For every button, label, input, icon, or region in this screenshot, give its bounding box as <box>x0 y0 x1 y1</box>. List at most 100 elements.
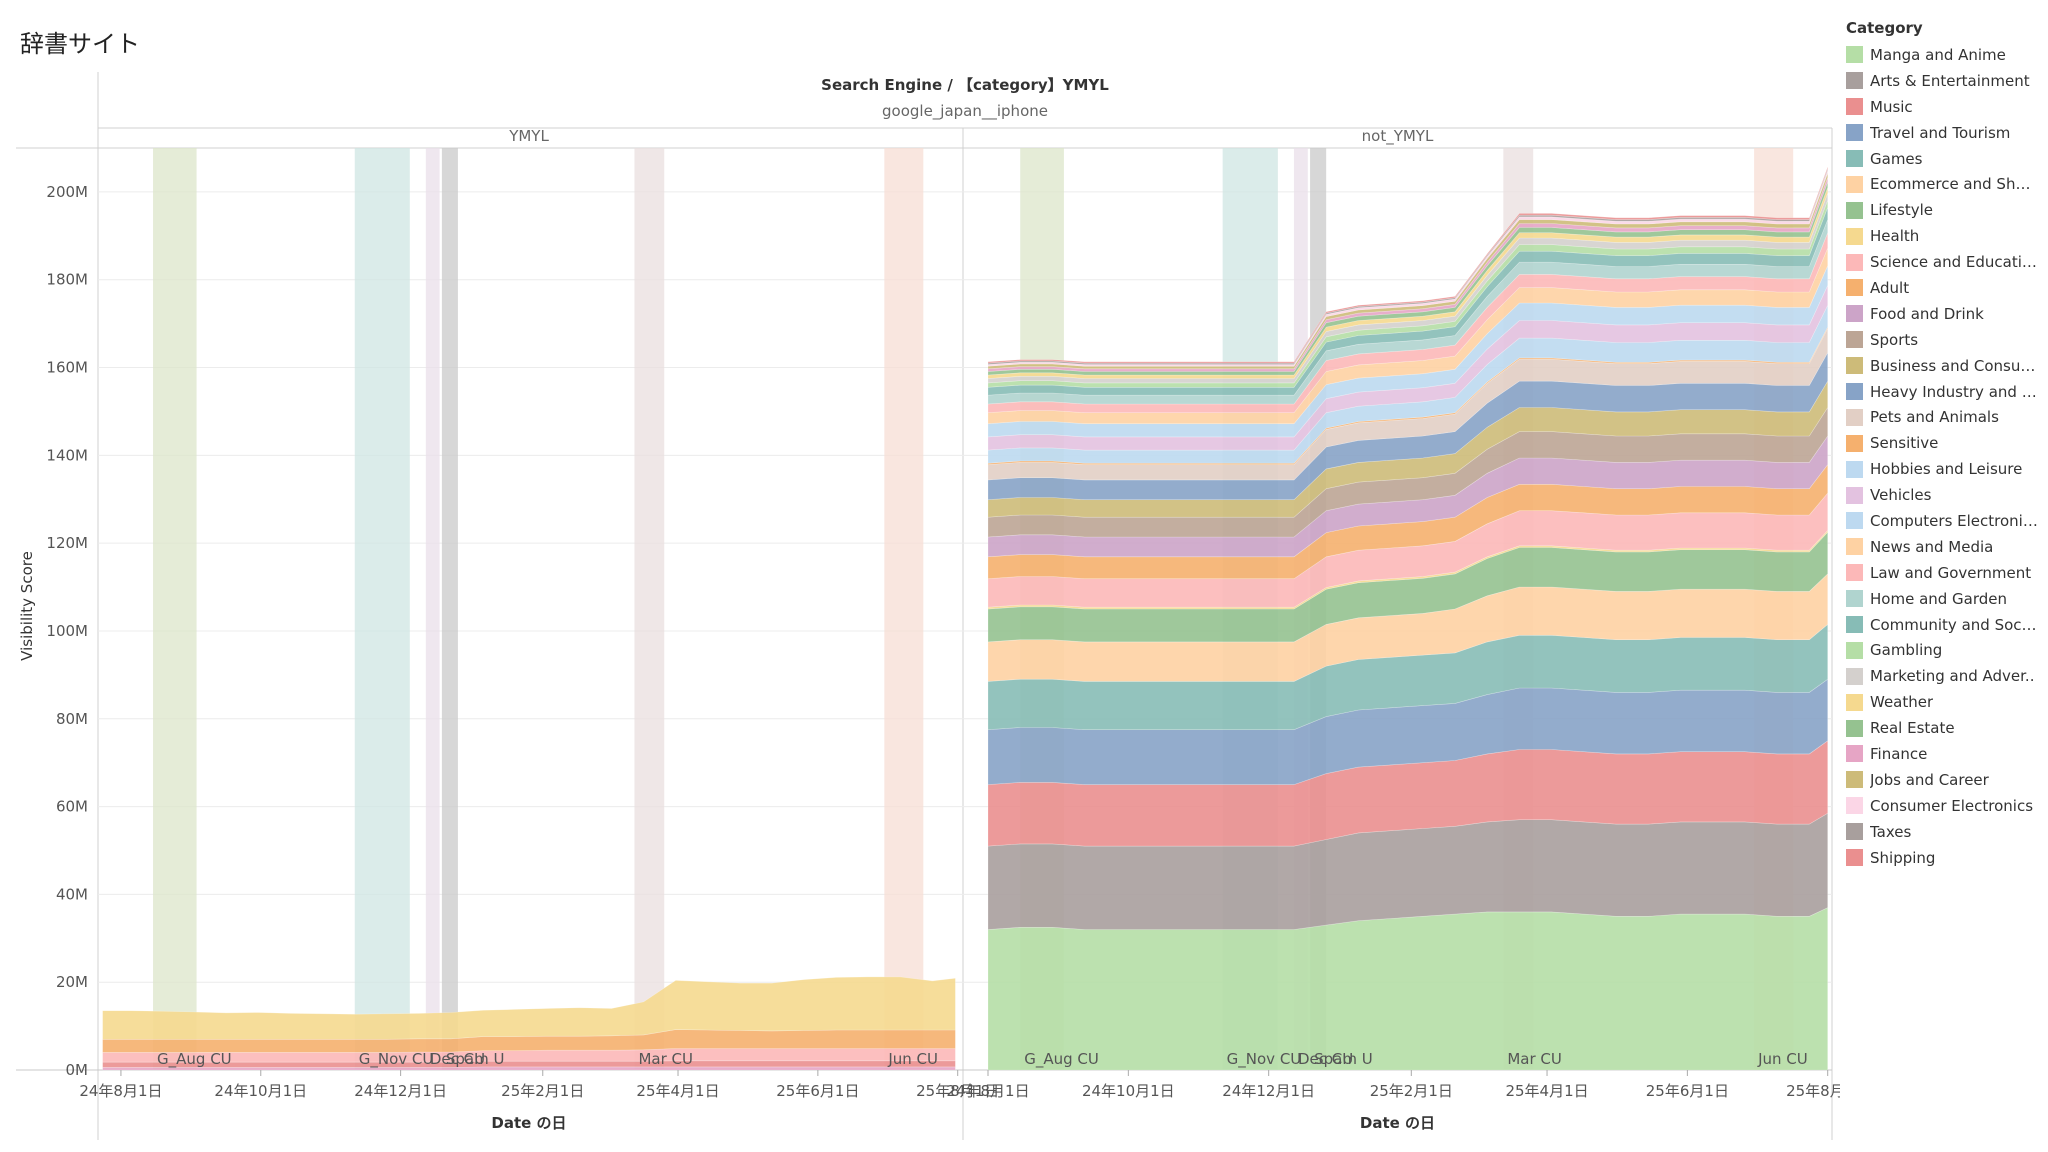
legend-swatch <box>1846 667 1863 685</box>
legend-item[interactable]: Business and Consum.. <box>1846 353 2046 379</box>
legend-item[interactable]: Manga and Anime <box>1846 42 2046 68</box>
legend-swatch <box>1846 486 1863 504</box>
x-tick-label: 24年10月1日 <box>214 1082 307 1100</box>
x-tick-label: 25年4月1日 <box>1505 1082 1588 1100</box>
legend-swatch <box>1846 150 1863 167</box>
legend-item[interactable]: Vehicles <box>1846 482 2046 508</box>
legend-item[interactable]: Arts & Entertainment <box>1846 68 2046 94</box>
legend-item[interactable]: Food and Drink <box>1846 301 2046 327</box>
chart-canvas: Search Engine / 【category】YMYL google_jap… <box>16 72 1840 1140</box>
update-label: G_Aug CU <box>157 1050 232 1069</box>
legend-item[interactable]: Lifestyle <box>1846 197 2046 223</box>
legend-items: Manga and Anime Arts & Entertainment Music… <box>1846 42 2046 871</box>
x-tick-label: 24年12月1日 <box>1222 1082 1315 1100</box>
legend-item[interactable]: Travel and Tourism <box>1846 120 2046 146</box>
legend-item[interactable]: Computers Electronic.. <box>1846 508 2046 534</box>
legend-swatch <box>1846 434 1863 452</box>
legend-item[interactable]: Adult <box>1846 275 2046 301</box>
x-tick-label: 25年4月1日 <box>636 1082 719 1100</box>
legend-label: News and Media <box>1870 537 1994 556</box>
legend-item[interactable]: Law and Government <box>1846 560 2046 586</box>
legend-label: Arts & Entertainment <box>1870 71 2030 90</box>
panel-label: not_YMYL <box>1362 127 1434 146</box>
update-band <box>884 148 924 1070</box>
legend-item[interactable]: Heavy Industry and E.. <box>1846 379 2046 405</box>
legend-swatch <box>1846 357 1863 375</box>
header-title: Search Engine / 【category】YMYL <box>821 76 1109 94</box>
legend-label: Vehicles <box>1870 486 1932 505</box>
legend-label: Computers Electronic.. <box>1870 511 2038 530</box>
y-tick-label: 80M <box>56 710 88 728</box>
area-series <box>102 976 956 1040</box>
x-tick-label: 25年8月1日 <box>1786 1082 1840 1100</box>
area-series <box>987 907 1828 1071</box>
legend-item[interactable]: Music <box>1846 94 2046 120</box>
legend-swatch <box>1846 590 1863 608</box>
panel-label: YMYL <box>508 127 549 145</box>
legend-swatch <box>1846 175 1863 193</box>
legend-item[interactable]: Gambling <box>1846 637 2046 663</box>
legend-label: Science and Education <box>1870 253 2038 272</box>
legend-swatch <box>1846 279 1863 297</box>
legend-item[interactable]: Consumer Electronics <box>1846 793 2046 819</box>
legend-item[interactable]: Health <box>1846 223 2046 249</box>
x-tick-label: 25年2月1日 <box>501 1082 584 1100</box>
legend-item[interactable]: Jobs and Career <box>1846 767 2046 793</box>
y-tick-label: 40M <box>56 885 88 903</box>
legend-item[interactable]: Shipping <box>1846 845 2046 871</box>
legend-label: Jobs and Career <box>1870 770 1989 789</box>
legend-label: Community and Socie.. <box>1870 615 2038 634</box>
legend-item[interactable]: Pets and Animals <box>1846 404 2046 430</box>
legend-swatch <box>1846 564 1863 582</box>
legend-label: Health <box>1870 227 1920 246</box>
y-tick-label: 160M <box>46 359 88 377</box>
legend-item[interactable]: Real Estate <box>1846 715 2046 741</box>
x-tick-label: 24年10月1日 <box>1082 1082 1175 1100</box>
update-label: G_Nov CU <box>1227 1050 1302 1069</box>
legend-swatch <box>1846 72 1863 90</box>
legend-swatch <box>1846 538 1863 556</box>
legend-item[interactable]: Sensitive <box>1846 430 2046 456</box>
legend-item[interactable]: Taxes <box>1846 819 2046 845</box>
legend-label: Marketing and Adver.. <box>1870 667 2035 686</box>
legend-label: Taxes <box>1870 822 1912 841</box>
legend-label: Manga and Anime <box>1870 45 2006 64</box>
legend-item[interactable]: Home and Garden <box>1846 586 2046 612</box>
legend-title: Category <box>1846 19 1923 37</box>
legend-item[interactable]: Games <box>1846 146 2046 172</box>
update-label: Jun CU <box>1757 1050 1808 1068</box>
legend-item[interactable]: Marketing and Adver.. <box>1846 663 2046 689</box>
update-label: Spam U <box>1314 1050 1373 1068</box>
legend-item[interactable]: Sports <box>1846 327 2046 353</box>
legend-item[interactable]: Ecommerce and Shop.. <box>1846 171 2046 197</box>
x-tick-label: 25年6月1日 <box>776 1082 859 1100</box>
legend-label: Sensitive <box>1870 434 1939 453</box>
y-tick-label: 140M <box>46 446 88 464</box>
legend-label: Business and Consum.. <box>1870 356 2038 375</box>
legend-label: Real Estate <box>1870 719 1955 738</box>
update-label: G_Aug CU <box>1024 1050 1099 1069</box>
update-label: Mar CU <box>638 1050 693 1068</box>
legend-item[interactable]: Finance <box>1846 741 2046 767</box>
legend-label: Weather <box>1870 693 1934 712</box>
legend-swatch <box>1846 460 1863 478</box>
legend-item[interactable]: Hobbies and Leisure <box>1846 456 2046 482</box>
legend-label: Music <box>1870 97 1913 116</box>
y-tick-label: 120M <box>46 534 88 552</box>
legend-item[interactable]: Weather <box>1846 689 2046 715</box>
legend-label: Food and Drink <box>1870 304 1984 323</box>
legend-swatch <box>1846 98 1863 116</box>
legend-swatch <box>1846 771 1863 789</box>
x-tick-label: 24年12月1日 <box>354 1082 447 1100</box>
legend-swatch <box>1846 46 1863 64</box>
area-series <box>102 1048 956 1063</box>
legend-item[interactable]: News and Media <box>1846 534 2046 560</box>
legend-item[interactable]: Community and Socie.. <box>1846 612 2046 638</box>
x-tick-label: 24年8月1日 <box>79 1082 162 1100</box>
legend-item[interactable]: Science and Education <box>1846 249 2046 275</box>
update-band <box>634 148 665 1070</box>
y-tick-label: 100M <box>46 622 88 640</box>
legend-label: Consumer Electronics <box>1870 796 2034 815</box>
x-tick-label: 25年6月1日 <box>1646 1082 1729 1100</box>
legend-swatch <box>1846 331 1863 349</box>
